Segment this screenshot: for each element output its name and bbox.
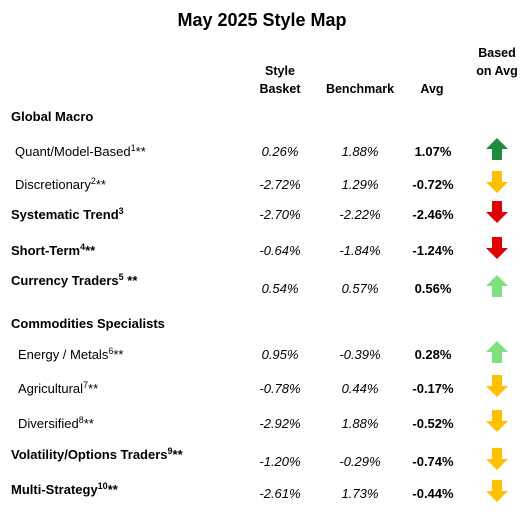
row-label: Systematic Trend3 (11, 206, 124, 223)
benchmark-value: 0.57% (341, 281, 379, 296)
signal-arrow (486, 237, 508, 259)
footnote-mark: 1 (130, 143, 136, 153)
label-suffix: ** (88, 381, 99, 396)
basket-value: -0.64% (259, 243, 301, 258)
basket-value: -2.72% (259, 177, 301, 192)
benchmark-value: 1.88% (341, 416, 379, 431)
avg-value: 0.28% (414, 347, 452, 362)
footnote-mark: 2 (90, 176, 96, 186)
label-text: Systematic Trend (11, 207, 119, 222)
benchmark-value: -0.39% (339, 347, 381, 362)
footnote-mark: 3 (118, 206, 124, 216)
basket-value: 0.95% (261, 347, 299, 362)
label-text: Diversified (18, 416, 79, 431)
arrow-shape (486, 480, 508, 502)
basket-value: -2.70% (259, 207, 301, 222)
basket-value: 0.26% (261, 144, 299, 159)
benchmark-value: 1.73% (341, 486, 379, 501)
header-benchmark: Benchmark (325, 82, 395, 96)
basket-value: -1.20% (259, 454, 301, 469)
row-label: Agricultural7** (18, 380, 99, 397)
avg-value: -0.52% (412, 416, 454, 431)
label-suffix: ** (85, 243, 96, 258)
avg-value: -0.44% (412, 486, 454, 501)
benchmark-value: -0.29% (339, 454, 381, 469)
header-avg: Avg (420, 82, 444, 96)
label-text: Discretionary (15, 177, 91, 192)
label-suffix: ** (172, 447, 183, 462)
benchmark-value: -1.84% (339, 243, 381, 258)
label-text: Currency Traders (11, 273, 119, 288)
benchmark-value: -2.22% (339, 207, 381, 222)
label-text: Volatility/Options Traders (11, 447, 168, 462)
arrow-shape (486, 201, 508, 223)
label-text: Global Macro (11, 109, 94, 124)
footnote-mark: 9 (167, 446, 173, 456)
arrow-shape (486, 171, 508, 193)
label-text: Agricultural (18, 381, 84, 396)
arrow-shape (486, 448, 508, 470)
signal-arrow (486, 138, 508, 160)
label-suffix: ** (123, 273, 138, 288)
row-label: Global Macro (11, 109, 93, 124)
signal-arrow (486, 480, 508, 502)
header-signal: Based on Avg (476, 46, 518, 78)
arrow-shape (486, 275, 508, 297)
label-suffix: ** (83, 416, 94, 431)
row-label: Commodities Specialists (11, 316, 165, 331)
footnote-mark: 7 (83, 380, 89, 390)
signal-arrow (486, 171, 508, 193)
arrow-shape (486, 410, 508, 432)
footnote-mark: 5 (118, 272, 124, 282)
row-label: Quant/Model-Based1** (15, 143, 146, 160)
footnote-mark: 6 (108, 346, 114, 356)
title: May 2025 Style Map (177, 10, 347, 30)
avg-value: -0.74% (412, 454, 454, 469)
arrow-shape (486, 375, 508, 397)
label-text: Multi-Strategy (11, 482, 98, 497)
basket-value: -0.78% (259, 381, 301, 396)
row-label: Currency Traders5 ** (11, 272, 138, 289)
label-suffix: ** (135, 144, 146, 159)
signal-arrow (486, 341, 508, 363)
header-basket: Style Basket (259, 64, 301, 96)
label-suffix: ** (113, 347, 124, 362)
row-label: Short-Term4** (11, 242, 96, 259)
avg-value: -2.46% (412, 207, 454, 222)
basket-value: -2.92% (259, 416, 301, 431)
label-text: Short-Term (11, 243, 81, 258)
footnote-mark: 10 (97, 481, 108, 491)
avg-value: -1.24% (412, 243, 454, 258)
avg-value: -0.72% (412, 177, 454, 192)
row-label: Energy / Metals6** (18, 346, 124, 363)
benchmark-value: 1.29% (341, 177, 379, 192)
signal-arrow (486, 410, 508, 432)
arrow-shape (486, 237, 508, 259)
benchmark-value: 1.88% (341, 144, 379, 159)
avg-value: 1.07% (414, 144, 452, 159)
footnote-mark: 8 (78, 415, 84, 425)
row-label: Volatility/Options Traders9** (11, 446, 183, 463)
basket-value: -2.61% (259, 486, 301, 501)
label-text: Commodities Specialists (11, 316, 165, 331)
row-label: Discretionary2** (15, 176, 106, 193)
avg-value: 0.56% (414, 281, 452, 296)
footnote-mark: 4 (80, 242, 86, 252)
arrow-shape (486, 138, 508, 160)
signal-arrow (486, 275, 508, 297)
avg-value: -0.17% (412, 381, 454, 396)
row-label: Multi-Strategy10** (11, 481, 118, 498)
label-text: Energy / Metals (18, 347, 109, 362)
signal-arrow (486, 375, 508, 397)
signal-arrow (486, 201, 508, 223)
label-text: Quant/Model-Based (15, 144, 131, 159)
basket-value: 0.54% (261, 281, 299, 296)
row-label: Diversified8** (18, 415, 94, 432)
label-suffix: ** (95, 177, 106, 192)
arrow-shape (486, 341, 508, 363)
signal-arrow (486, 448, 508, 470)
benchmark-value: 0.44% (341, 381, 379, 396)
label-suffix: ** (107, 482, 118, 497)
